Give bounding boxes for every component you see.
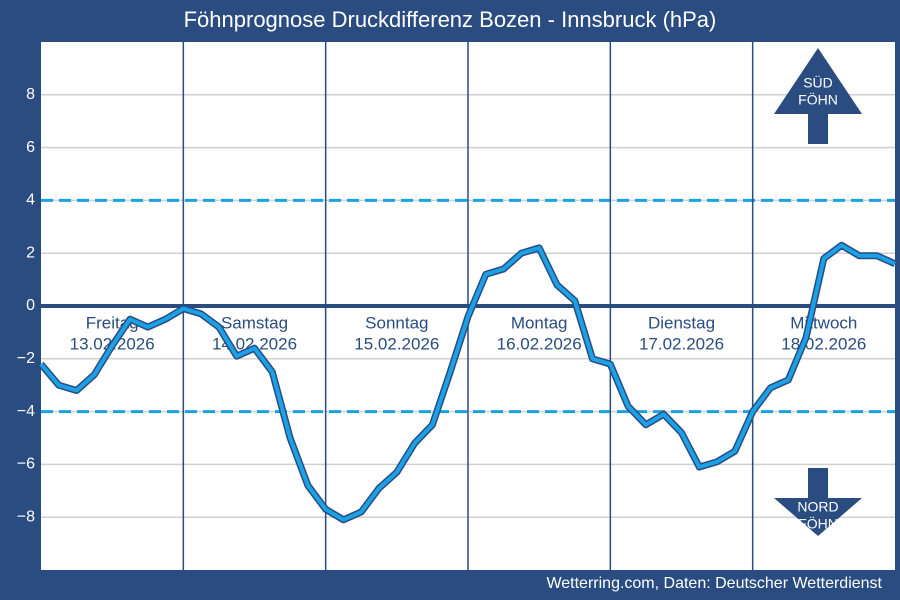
y-tick-label: −4 bbox=[17, 403, 35, 420]
day-name: Samstag bbox=[221, 313, 288, 332]
north-label: NORD bbox=[797, 499, 838, 515]
north-label: FÖHN bbox=[798, 515, 838, 532]
y-tick-label: 8 bbox=[26, 86, 35, 103]
y-tick-label: −6 bbox=[17, 456, 35, 473]
south-arrow bbox=[774, 48, 862, 144]
source: Wetterring.com, Daten: Deutscher Wetterd… bbox=[546, 575, 882, 592]
data-line bbox=[39, 243, 896, 522]
y-tick-label: −2 bbox=[17, 350, 35, 367]
day-date: 18.02.2026 bbox=[781, 334, 866, 353]
y-tick-label: 4 bbox=[26, 192, 35, 209]
day-date: 15.02.2026 bbox=[354, 334, 439, 353]
day-name: Mittwoch bbox=[790, 313, 857, 332]
north-arrow bbox=[774, 468, 862, 536]
day-date: 16.02.2026 bbox=[497, 334, 582, 353]
day-name: Dienstag bbox=[648, 313, 715, 332]
y-tick-label: 6 bbox=[26, 139, 35, 156]
day-name: Sonntag bbox=[365, 313, 428, 332]
south-label: FÖHN bbox=[798, 91, 838, 108]
day-name: Montag bbox=[511, 313, 568, 332]
chart-title: Föhnprognose Druckdifferenz Bozen - Inns… bbox=[184, 7, 717, 32]
day-date: 17.02.2026 bbox=[639, 334, 724, 353]
layer: −8−6−4−202468Freitag13.02.2026Samstag14.… bbox=[17, 42, 897, 570]
y-tick-label: −8 bbox=[17, 508, 35, 525]
y-tick-label: 0 bbox=[26, 297, 35, 314]
south-label: SÜD bbox=[803, 74, 833, 91]
y-tick-label: 2 bbox=[26, 244, 35, 261]
